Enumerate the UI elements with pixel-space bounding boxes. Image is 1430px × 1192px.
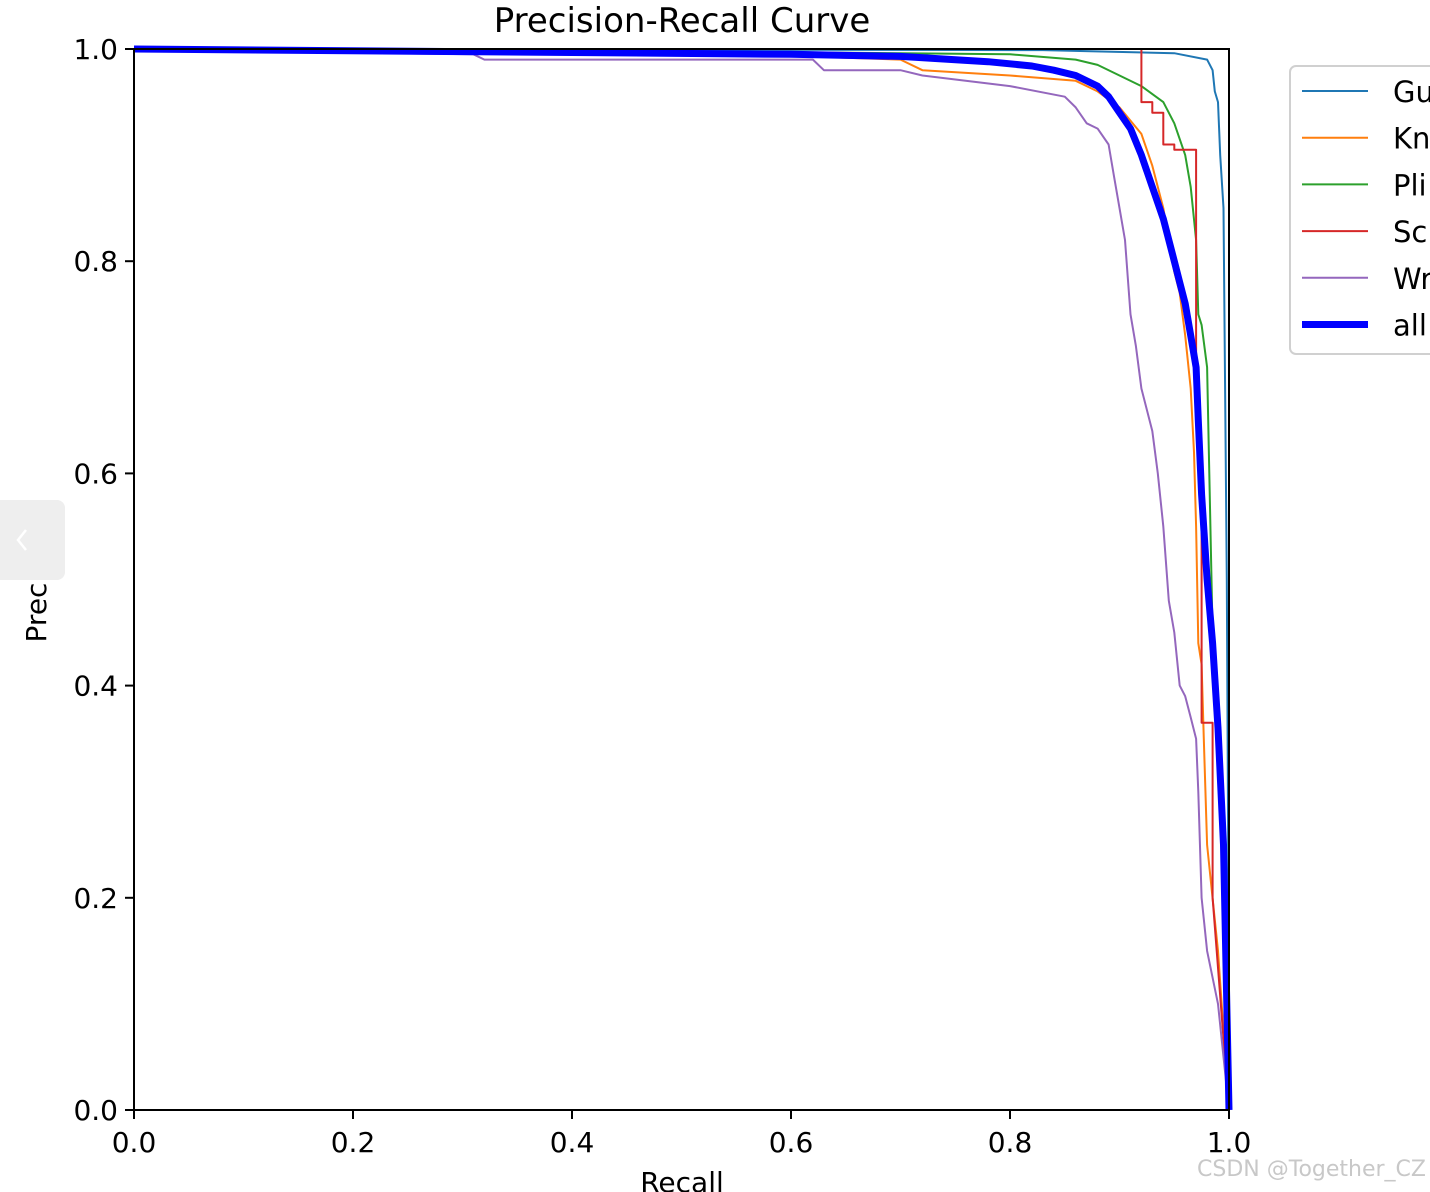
x-tick-label: 0.6 (769, 1126, 814, 1159)
series-line-Pli (133, 48, 1230, 1111)
y-tick-label: 1.0 (73, 33, 118, 66)
series-line-Kn (133, 48, 1230, 1111)
series-line-Sc (134, 48, 1230, 1111)
series-line-all (133, 45, 1233, 1111)
legend-label: Kn (1393, 122, 1430, 156)
series-line-Wr (133, 49, 1230, 1111)
legend-label: all (1393, 309, 1427, 343)
series-line-Gu (133, 48, 1230, 1110)
legend-label: Wr (1393, 262, 1430, 296)
y-tick-label: 0.6 (73, 457, 118, 490)
legend-label: Pli (1393, 168, 1427, 202)
chart-title: Precision-Recall Curve (494, 1, 871, 41)
x-axis-label: Recall (640, 1166, 724, 1192)
plot-frame (133, 48, 1230, 1111)
axis-layer: 0.0 0.2 0.4 0.6 0.8 1.0 0.0 0.2 0.4 0.6 0.8 1.0 (73, 33, 1251, 1159)
y-tick-label: 0.0 (73, 1094, 118, 1127)
legend: Gu Kn Pli Sc Wr all (1289, 65, 1430, 355)
legend-label: Sc (1393, 215, 1427, 249)
chevron-left-icon (16, 529, 27, 551)
x-tick-label: 1.0 (1207, 1126, 1252, 1159)
watermark: CSDN @Together_CZ (1197, 1157, 1426, 1182)
x-tick-label: 0.0 (112, 1126, 157, 1159)
x-tick-label: 0.2 (331, 1126, 376, 1159)
legend-label: Gu (1393, 75, 1430, 109)
x-tick-label: 0.4 (550, 1126, 595, 1159)
y-tick-label: 0.4 (73, 670, 118, 703)
x-tick-label: 0.8 (988, 1126, 1033, 1159)
y-tick-label: 0.8 (73, 245, 118, 278)
series-layer (133, 45, 1233, 1111)
collapse-panel-handle[interactable] (0, 500, 65, 580)
y-tick-label: 0.2 (73, 882, 118, 915)
